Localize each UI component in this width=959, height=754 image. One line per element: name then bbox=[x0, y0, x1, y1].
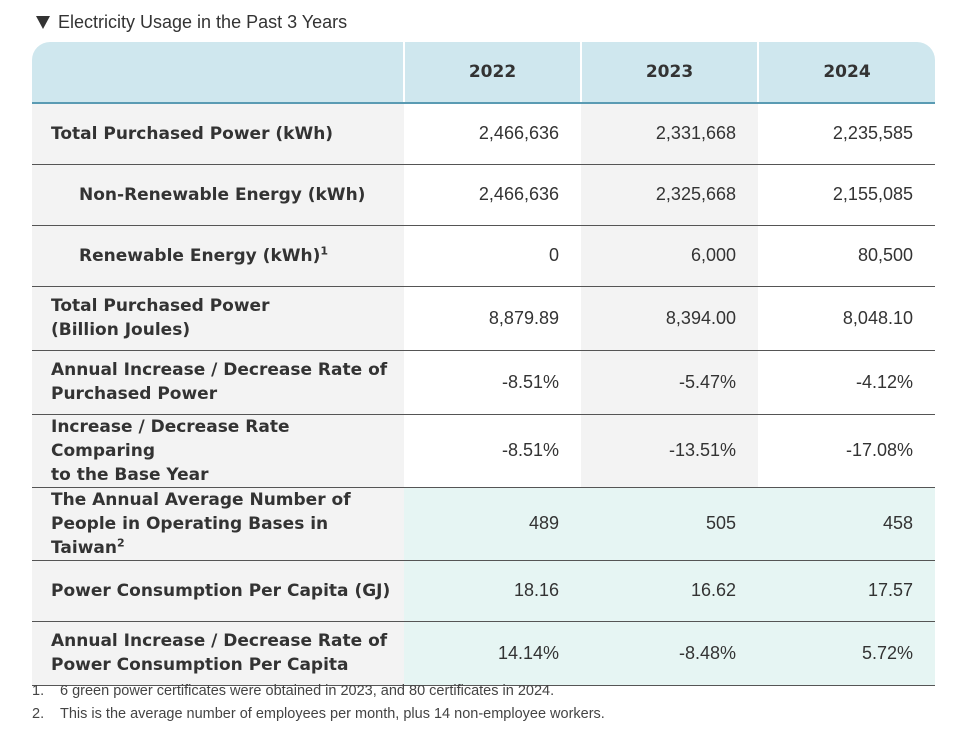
cell-value: 8,048.10 bbox=[758, 286, 935, 351]
cell-value: 8,879.89 bbox=[404, 286, 581, 351]
table-row: Annual Increase / Decrease Rate of Power … bbox=[32, 621, 935, 686]
footnote-text: This is the average number of employees … bbox=[60, 706, 605, 722]
table-row: Power Consumption Per Capita (GJ) 18.16 … bbox=[32, 560, 935, 622]
cell-value: 17.57 bbox=[758, 560, 935, 622]
section-title[interactable]: Electricity Usage in the Past 3 Years bbox=[36, 10, 347, 34]
cell-value: 489 bbox=[404, 487, 581, 561]
row-label: Increase / Decrease Rate Comparing to the… bbox=[32, 414, 404, 488]
table-row: Renewable Energy (kWh)1 0 6,000 80,500 bbox=[32, 225, 935, 287]
electricity-usage-table: 2022 2023 2024 Total Purchased Power (kW… bbox=[32, 42, 935, 686]
cell-value: 0 bbox=[404, 225, 581, 287]
header-year-2024: 2024 bbox=[757, 42, 935, 104]
cell-value: -5.47% bbox=[581, 350, 758, 415]
cell-value: -17.08% bbox=[758, 414, 935, 488]
cell-value: -13.51% bbox=[581, 414, 758, 488]
table-row: Increase / Decrease Rate Comparing to the… bbox=[32, 414, 935, 488]
footnote-number: 1. bbox=[32, 683, 45, 699]
cell-value: 14.14% bbox=[404, 621, 581, 686]
cell-value: 8,394.00 bbox=[581, 286, 758, 351]
table-row: The Annual Average Number of People in Op… bbox=[32, 487, 935, 561]
row-label: Non-Renewable Energy (kWh) bbox=[32, 164, 404, 226]
row-label: Annual Increase / Decrease Rate of Power … bbox=[32, 621, 404, 686]
header-year-2023: 2023 bbox=[580, 42, 758, 104]
table-row: Non-Renewable Energy (kWh) 2,466,636 2,3… bbox=[32, 164, 935, 226]
footnote-marker: 1 bbox=[320, 243, 329, 257]
table-row: Total Purchased Power (Billion Joules) 8… bbox=[32, 286, 935, 351]
row-label: Power Consumption Per Capita (GJ) bbox=[32, 560, 404, 622]
section-title-text: Electricity Usage in the Past 3 Years bbox=[58, 11, 348, 32]
cell-value: 2,235,585 bbox=[758, 103, 935, 165]
table-row: Annual Increase / Decrease Rate of Purcha… bbox=[32, 350, 935, 415]
footnote-number: 2. bbox=[32, 706, 45, 722]
triangle-down-icon bbox=[36, 16, 50, 29]
footnotes: 1. 6 green power certificates were obtai… bbox=[32, 680, 932, 726]
cell-value: 5.72% bbox=[758, 621, 935, 686]
cell-value: 505 bbox=[581, 487, 758, 561]
header-blank-cell bbox=[32, 42, 404, 104]
cell-value: 2,325,668 bbox=[581, 164, 758, 226]
cell-value: -4.12% bbox=[758, 350, 935, 415]
footnote-item: 2. This is the average number of employe… bbox=[32, 703, 932, 726]
row-label: Total Purchased Power (Billion Joules) bbox=[32, 286, 404, 351]
row-label: The Annual Average Number of People in Op… bbox=[32, 487, 404, 561]
cell-value: 16.62 bbox=[581, 560, 758, 622]
cell-value: 80,500 bbox=[758, 225, 935, 287]
cell-value: 2,466,636 bbox=[404, 164, 581, 226]
cell-value: 18.16 bbox=[404, 560, 581, 622]
cell-value: -8.48% bbox=[581, 621, 758, 686]
row-label: Renewable Energy (kWh)1 bbox=[32, 225, 404, 287]
cell-value: 6,000 bbox=[581, 225, 758, 287]
footnote-marker: 2 bbox=[116, 535, 125, 549]
footnote-text: 6 green power certificates were obtained… bbox=[60, 683, 555, 699]
row-label: Total Purchased Power (kWh) bbox=[32, 103, 404, 165]
row-label: Annual Increase / Decrease Rate of Purcha… bbox=[32, 350, 404, 415]
header-year-2022: 2022 bbox=[403, 42, 581, 104]
table-header-row: 2022 2023 2024 bbox=[32, 42, 935, 104]
cell-value: 458 bbox=[758, 487, 935, 561]
cell-value: 2,331,668 bbox=[581, 103, 758, 165]
cell-value: -8.51% bbox=[404, 350, 581, 415]
cell-value: 2,155,085 bbox=[758, 164, 935, 226]
cell-value: -8.51% bbox=[404, 414, 581, 488]
table-row: Total Purchased Power (kWh) 2,466,636 2,… bbox=[32, 103, 935, 165]
footnote-item: 1. 6 green power certificates were obtai… bbox=[32, 680, 932, 703]
cell-value: 2,466,636 bbox=[404, 103, 581, 165]
